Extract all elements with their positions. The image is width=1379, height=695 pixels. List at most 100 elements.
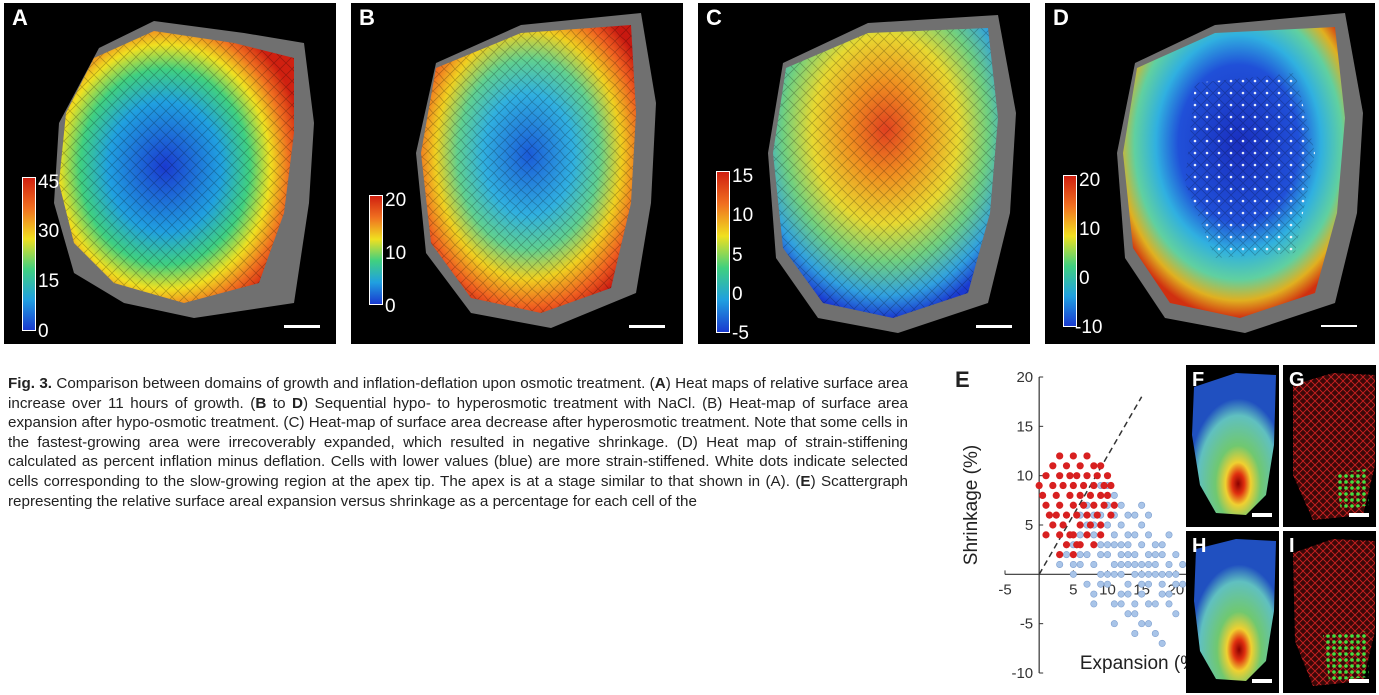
scatter-point: [1056, 452, 1064, 460]
heatmap-c-image: [768, 15, 1016, 333]
scatter-point: [1124, 560, 1132, 568]
scatter-point: [1145, 560, 1153, 568]
colorbar: [1063, 175, 1077, 327]
scatter-point: [1110, 560, 1118, 568]
scatter-point: [1083, 551, 1091, 559]
figure-caption: Fig. 3. Comparison between domains of gr…: [8, 374, 908, 511]
scatter-points: [1035, 452, 1187, 647]
scatter-point: [1097, 551, 1105, 559]
scatter-point: [1138, 501, 1146, 509]
scatter-point: [1090, 531, 1098, 539]
scatter-point: [1117, 541, 1125, 549]
scatter-point: [1083, 472, 1091, 480]
scatter-point: [1045, 511, 1054, 519]
panel-label: F: [1192, 369, 1205, 391]
scatter-point: [1097, 580, 1105, 588]
scatter-point: [1138, 560, 1146, 568]
scatter-point: [1086, 491, 1095, 499]
scale-bar: [1321, 325, 1357, 327]
scatter-point: [1145, 511, 1153, 519]
scatter-point: [1103, 491, 1112, 499]
scale-bar: [284, 325, 320, 328]
scatter-point: [1104, 541, 1112, 549]
caption-text: ) Sequential hypo- to hyperosmotic treat…: [8, 394, 908, 490]
scatter-point: [1165, 531, 1173, 539]
scatter-point: [1076, 491, 1084, 499]
scatter-point: [1066, 472, 1074, 480]
scatter-point: [1049, 521, 1057, 529]
panel-label: A: [12, 5, 28, 30]
scatter-point: [1083, 531, 1091, 539]
scatter-point: [1090, 481, 1098, 490]
x-tick-label: -5: [998, 581, 1011, 598]
scatter-point: [1151, 570, 1159, 578]
scatter-point: [1158, 541, 1166, 549]
scatter-point: [1131, 570, 1139, 578]
scatter-point: [1104, 551, 1112, 559]
scale-bar: [1252, 513, 1272, 517]
scatter-point: [1179, 560, 1187, 568]
scatter-point: [1083, 511, 1091, 519]
scatter-point: [1073, 541, 1081, 549]
panel-a: A 45 30 15 0: [4, 3, 336, 344]
scatter-point: [1131, 531, 1139, 539]
scatter-point: [1158, 551, 1166, 559]
y-axis-label: Shrinkage (%): [961, 445, 982, 565]
scatter-point: [1158, 590, 1166, 598]
scatter-point: [1151, 541, 1159, 549]
scatter-point: [1172, 570, 1180, 578]
scatter-point: [1076, 551, 1084, 559]
scatter-point: [1104, 580, 1112, 588]
scatter-point: [1131, 511, 1139, 519]
scatter-point: [1056, 501, 1064, 509]
scatter-point: [1107, 481, 1115, 490]
figure-label: Fig. 3.: [8, 375, 53, 392]
scatter-point: [1069, 570, 1077, 578]
scatter-point: [1079, 481, 1088, 490]
panel-g: G: [1283, 365, 1376, 527]
scatter-point: [1131, 630, 1139, 638]
scatter-point: [1138, 521, 1146, 529]
colorbar-tick: 45: [38, 172, 60, 193]
colorbar-tick: 0: [1079, 268, 1090, 289]
scatter-point: [1073, 511, 1081, 519]
heatmap-d-image: [1117, 13, 1363, 333]
scatter-point: [1145, 570, 1153, 578]
scatter-point: [1110, 491, 1118, 499]
colorbar-tick: 0: [385, 296, 396, 317]
y-tick-label: 20: [1016, 369, 1033, 386]
scatter-point: [1062, 511, 1071, 519]
scatter-point: [1138, 541, 1146, 549]
scatter-point: [1097, 531, 1105, 539]
scatter-point: [1100, 481, 1108, 490]
scatter-point: [1066, 491, 1074, 499]
scatter-point: [1172, 551, 1180, 559]
scatter-point: [1056, 560, 1064, 568]
panel-f-image: [1192, 373, 1276, 515]
scatter-point: [1049, 462, 1057, 470]
scatter-point: [1069, 481, 1077, 490]
scatter-point: [1151, 551, 1159, 559]
scatter-point: [1151, 600, 1159, 608]
scatter-point: [1083, 580, 1091, 588]
scatter-point: [1056, 551, 1064, 559]
scatter-point: [1059, 481, 1067, 490]
scatter-point: [1110, 531, 1118, 539]
scatter-point: [1124, 610, 1132, 618]
scatter-point: [1063, 551, 1071, 559]
colorbar-tick: -10: [1075, 317, 1103, 338]
colorbar-tick: 5: [732, 245, 743, 266]
panel-label: E: [955, 367, 970, 392]
panel-label: B: [359, 5, 375, 30]
colorbar-tick: 30: [38, 221, 60, 242]
colorbar-tick: 20: [385, 190, 407, 211]
scatter-point: [1076, 521, 1084, 529]
scatter-point: [1145, 600, 1153, 608]
scale-bar: [629, 325, 665, 328]
scatter-point: [1042, 531, 1050, 539]
scatter-point: [1097, 521, 1105, 529]
y-tick-label: 10: [1016, 468, 1033, 485]
scatter-point: [1145, 531, 1153, 539]
scatter-point: [1104, 521, 1112, 529]
colorbar-tick: 10: [732, 205, 754, 226]
